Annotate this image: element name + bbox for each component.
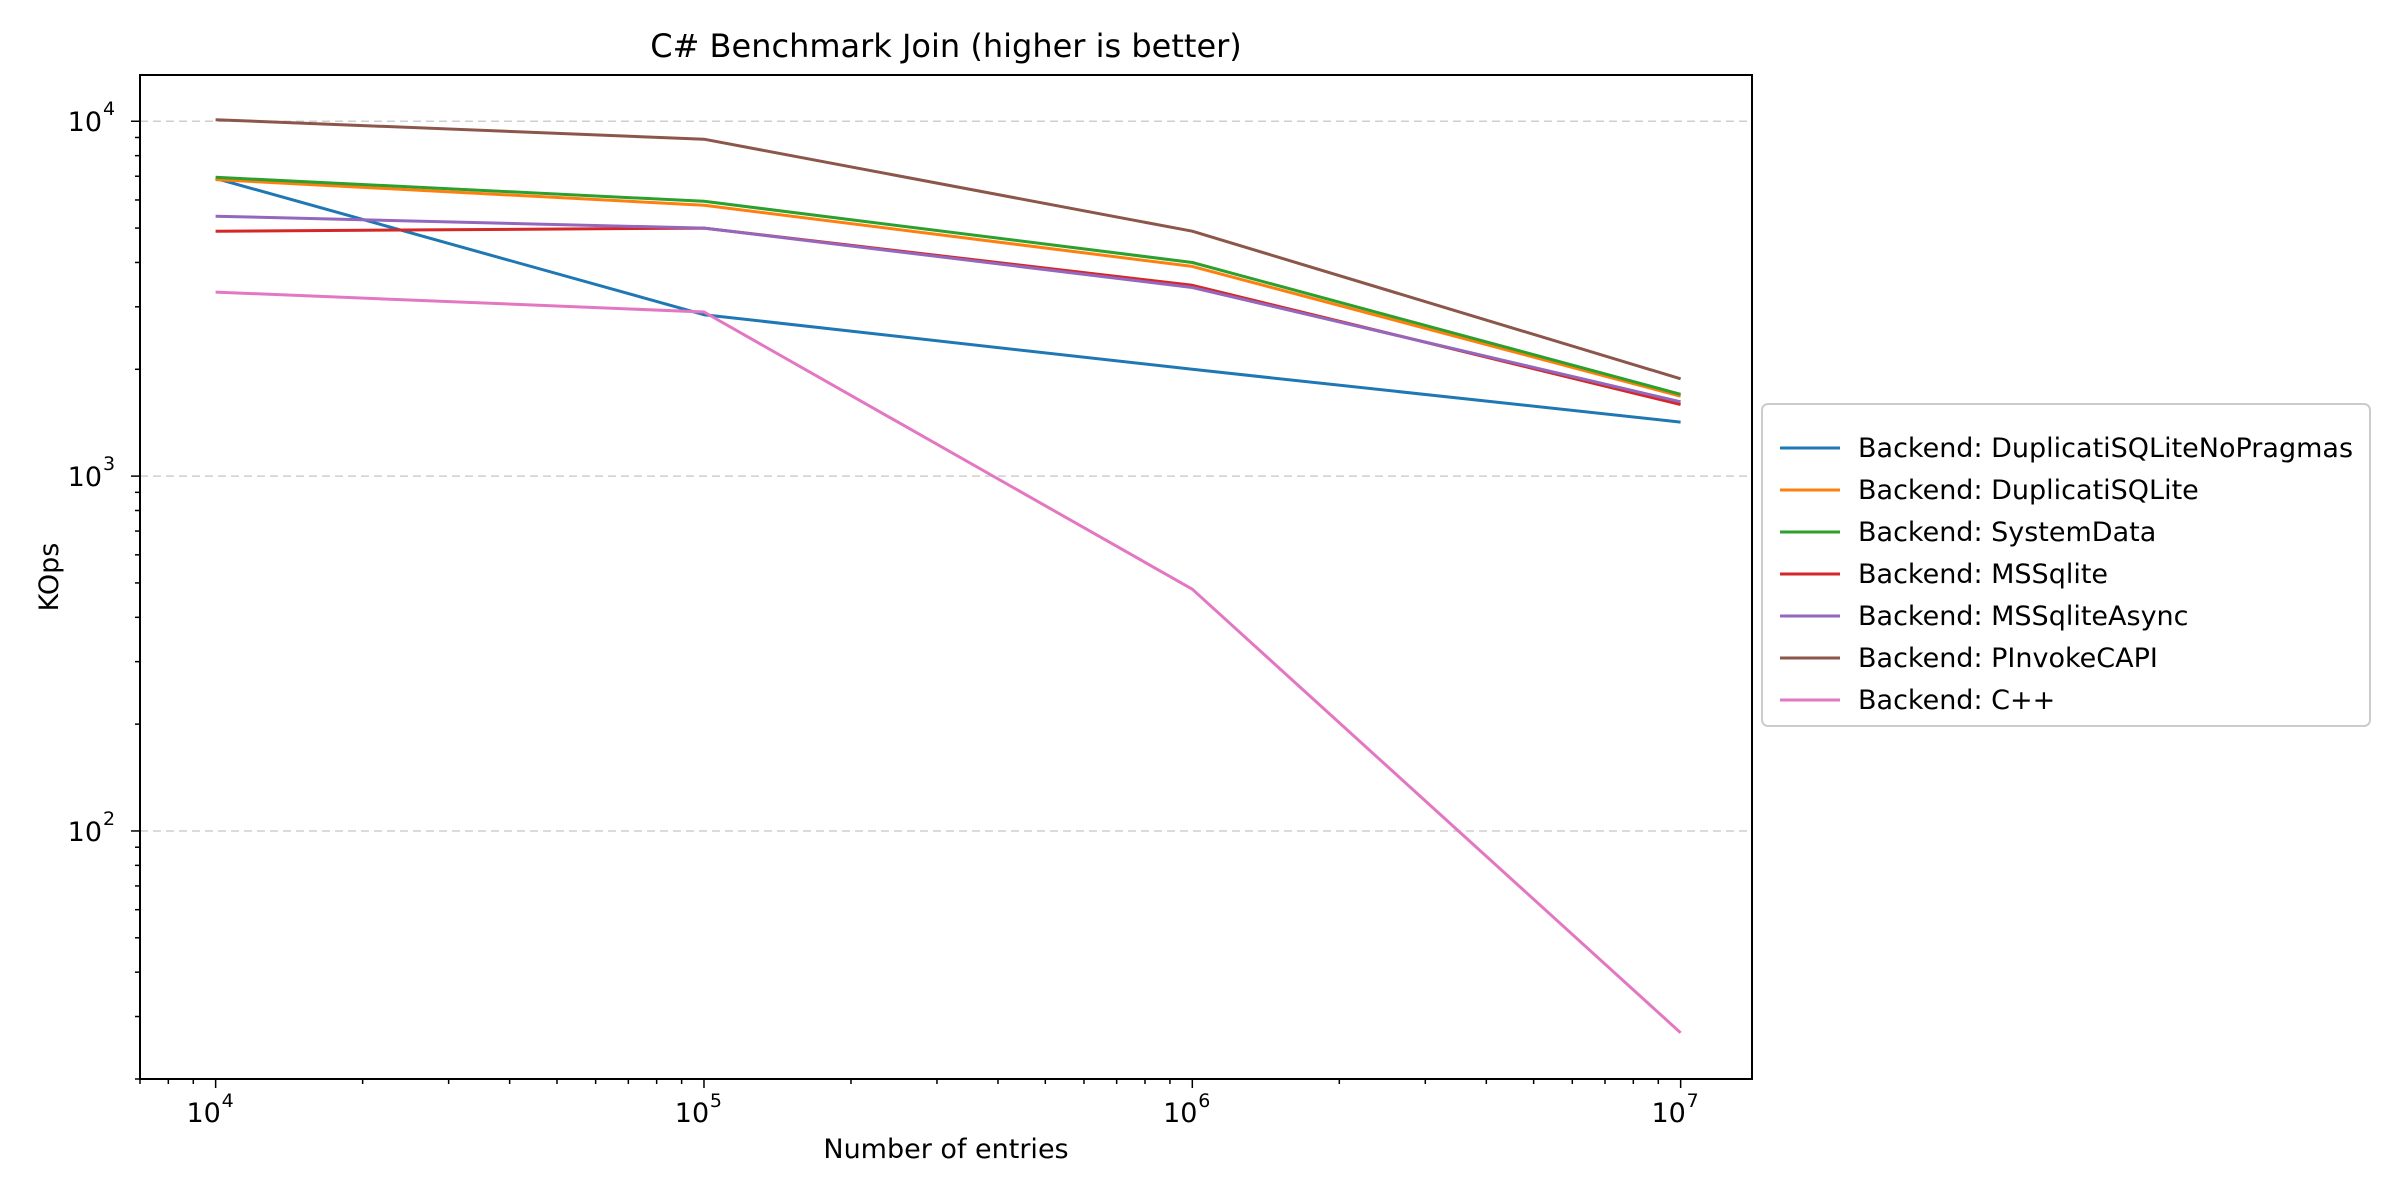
series-line <box>215 214 1681 404</box>
x-axis-label: Number of entries <box>823 1134 1068 1165</box>
x-tick-exponent: 6 <box>1198 1090 1210 1112</box>
legend-label: Backend: C++ <box>1858 685 2055 716</box>
series-line <box>215 226 1681 407</box>
y-tick-label: 10 <box>68 817 102 848</box>
y-tick-label: 10 <box>68 107 102 138</box>
series-lines <box>215 118 1682 1034</box>
legend-label: Backend: SystemData <box>1858 517 2156 548</box>
x-tick-label: 10 <box>1163 1098 1197 1129</box>
legend-label: Backend: DuplicatiSQLite <box>1858 475 2199 506</box>
x-tick-exponent: 7 <box>1687 1090 1699 1112</box>
x-tick-exponent: 4 <box>222 1090 234 1112</box>
minor-ticks <box>135 136 1660 1084</box>
legend-label: Backend: MSSqlite <box>1858 559 2108 590</box>
series-line <box>215 175 1681 396</box>
series-line <box>215 178 1681 398</box>
x-tick-label: 10 <box>675 1098 709 1129</box>
series-line <box>215 290 1682 1034</box>
y-tick-exponent: 2 <box>103 808 115 830</box>
legend-label: Backend: PInvokeCAPI <box>1858 643 2158 674</box>
plot-frame <box>139 74 1753 1080</box>
legend-label: Backend: DuplicatiSQLiteNoPragmas <box>1858 433 2353 464</box>
major-ticks: 10 4 10 5 10 6 10 710 210 310 4 <box>68 98 1699 1129</box>
y-axis-label: KOps <box>34 543 65 612</box>
y-tick-label: 10 <box>68 462 102 493</box>
series-line <box>215 118 1682 381</box>
legend-box <box>1761 403 2371 727</box>
y-tick-exponent: 4 <box>103 98 115 120</box>
chart-title: C# Benchmark Join (higher is better) <box>650 27 1242 65</box>
grid-lines <box>140 120 1752 832</box>
x-tick-label: 10 <box>186 1098 220 1129</box>
legend: Backend: DuplicatiSQLiteNoPragmas Backend… <box>1761 403 2371 727</box>
x-tick-label: 10 <box>1651 1098 1685 1129</box>
y-tick-exponent: 3 <box>103 453 115 475</box>
series-line <box>215 176 1681 424</box>
x-tick-exponent: 5 <box>710 1090 722 1112</box>
legend-label: Backend: MSSqliteAsync <box>1858 601 2189 632</box>
